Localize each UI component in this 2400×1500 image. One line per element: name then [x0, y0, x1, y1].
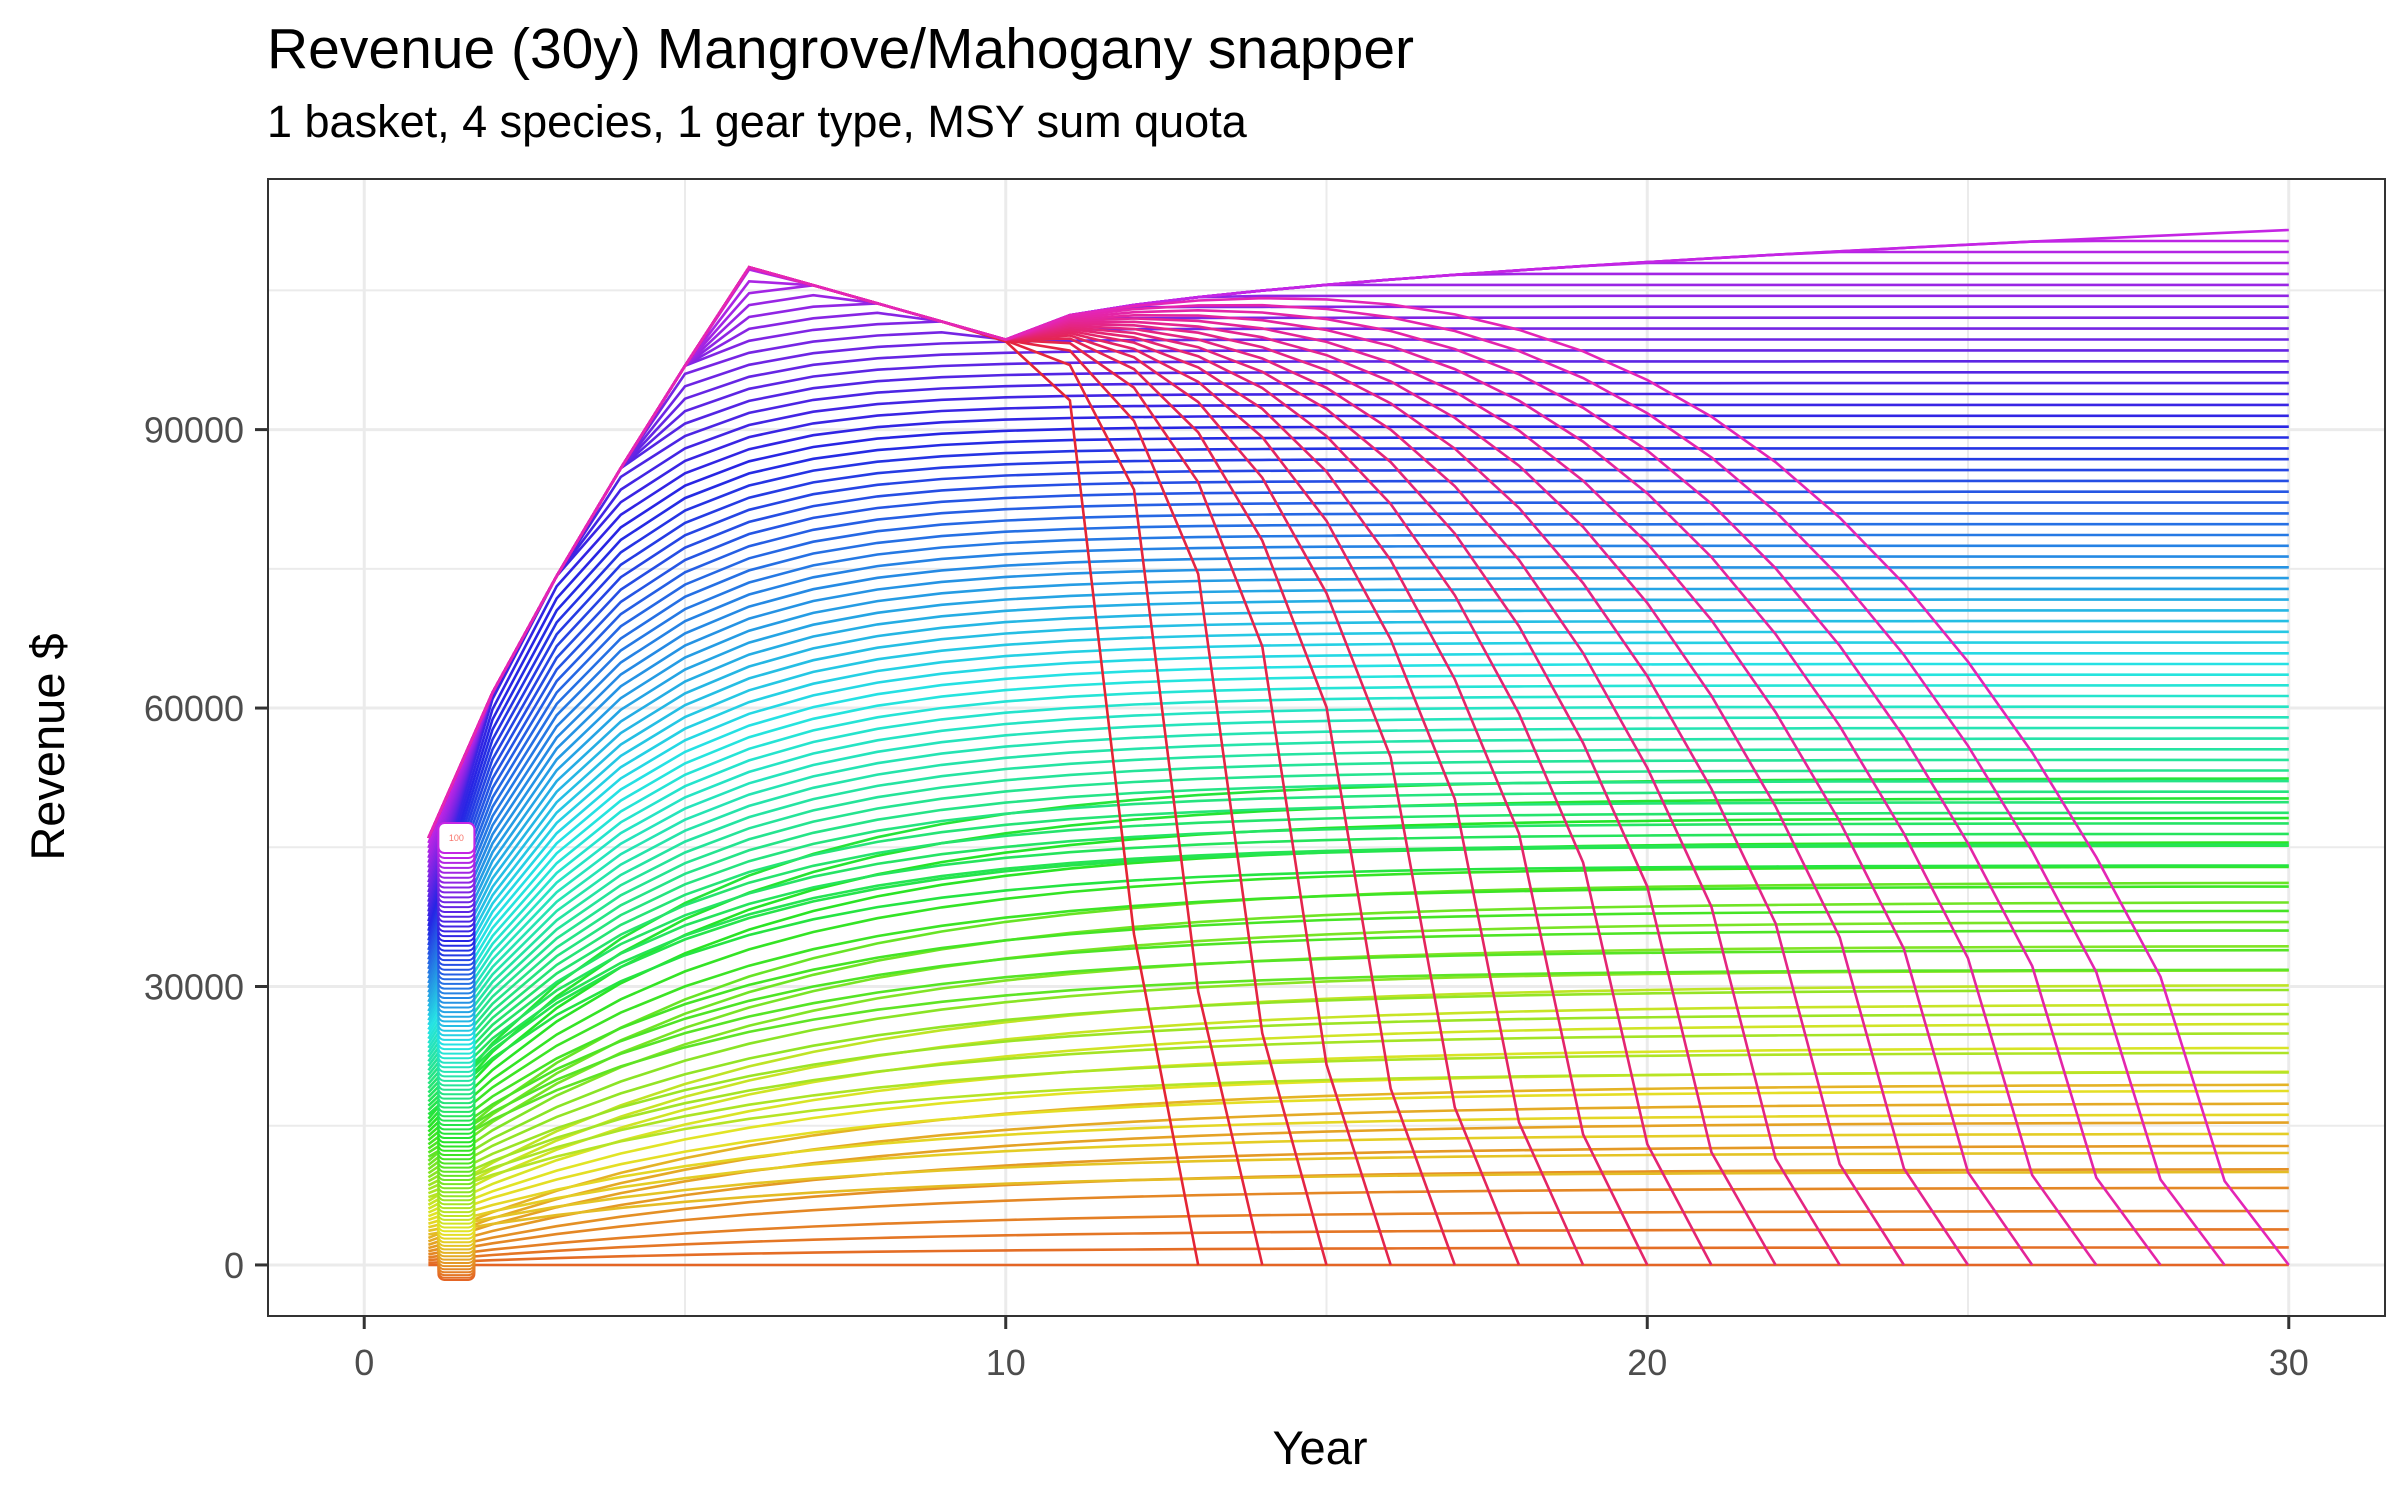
- series-label-text: 100: [449, 833, 464, 843]
- series-line: [427, 968, 2289, 1158]
- series-line: [427, 565, 2289, 989]
- collapsing-series-line: [427, 265, 2290, 1266]
- series-line: [427, 457, 2289, 941]
- series-line: [427, 1022, 2289, 1210]
- series-line: [427, 694, 2289, 1044]
- series-line: [427, 843, 2289, 1107]
- x-tick-label: 0: [354, 1342, 374, 1383]
- series-line: [427, 392, 2289, 912]
- series-line: [427, 555, 2289, 984]
- series-start-labels: 100: [437, 821, 476, 1281]
- series-line: [427, 349, 2289, 893]
- series-lines: [427, 228, 2290, 1267]
- series-line: [427, 816, 2289, 1129]
- panel-border: [267, 178, 2386, 1317]
- series-line: [427, 403, 2289, 917]
- series-line: [427, 929, 2289, 1150]
- series-line: [427, 920, 2289, 1171]
- series-line: [427, 1051, 2289, 1195]
- series-line: [427, 283, 2289, 864]
- y-tick-label: 60000: [144, 688, 244, 729]
- series-line: [427, 1012, 2289, 1187]
- series-line: [428, 1151, 2289, 1233]
- series-line: [427, 758, 2289, 1072]
- series-line: [427, 479, 2289, 951]
- series-line: [427, 1089, 2289, 1222]
- series-line: [427, 294, 2289, 869]
- series-line: [427, 1032, 2289, 1191]
- series-line: [427, 1102, 2289, 1243]
- series-line: [427, 609, 2289, 1007]
- series-line: [428, 1132, 2289, 1229]
- series-line: [427, 715, 2289, 1054]
- series-line: [427, 1083, 2289, 1240]
- series-line: [427, 948, 2289, 1154]
- series-line: [427, 381, 2289, 908]
- series-line: [427, 425, 2289, 927]
- series-line: [427, 598, 2289, 1003]
- series-line: [427, 1046, 2289, 1214]
- series-line: [427, 359, 2289, 898]
- series-line: [427, 414, 2289, 922]
- series-line: [428, 1170, 2289, 1236]
- series-line: [427, 619, 2289, 1012]
- series-line: [427, 641, 2289, 1021]
- series-line: [427, 747, 2289, 1067]
- chart-title: Revenue (30y) Mangrove/Mahogany snapper: [267, 17, 1415, 81]
- series-line: [427, 901, 2289, 1167]
- series-line: [427, 490, 2289, 956]
- series-line: [427, 779, 2289, 1081]
- x-axis-label: Year: [1272, 1421, 1368, 1474]
- series-line: [427, 790, 2289, 1085]
- series-line: [428, 1228, 2289, 1262]
- series-line: [427, 544, 2289, 979]
- axis-ticks: 0 10 20 30 0 30000 60000 90000: [144, 410, 2309, 1383]
- x-tick-label: 10: [986, 1342, 1026, 1383]
- series-line: [427, 1071, 2289, 1199]
- series-line: [427, 501, 2289, 960]
- series-line: [427, 662, 2289, 1031]
- series-line: [427, 651, 2289, 1026]
- y-tick-label: 0: [224, 1245, 244, 1286]
- series-line: [427, 587, 2289, 998]
- series-line: [427, 737, 2289, 1063]
- series-line: [427, 726, 2289, 1058]
- series-line: [427, 305, 2289, 873]
- series-line: [427, 705, 2289, 1049]
- series-line: [428, 1144, 2289, 1250]
- series-line: [427, 338, 2289, 888]
- series-line: [427, 316, 2289, 878]
- series-line: [427, 832, 2289, 1103]
- x-tick-label: 20: [1627, 1342, 1667, 1383]
- series-line: [427, 822, 2289, 1098]
- series-line: [427, 811, 2289, 1094]
- series-line: [427, 370, 2289, 903]
- y-tick-label: 90000: [144, 410, 244, 451]
- series-line: [427, 984, 2289, 1203]
- series-line: [427, 769, 2289, 1076]
- series-line: [428, 1246, 2289, 1265]
- series-line: [427, 1003, 2289, 1206]
- series-label-box: [437, 821, 476, 854]
- y-tick-label: 30000: [144, 967, 244, 1008]
- series-line: [427, 683, 2289, 1040]
- series-line: [427, 1070, 2289, 1218]
- series-line: [427, 800, 2289, 1089]
- series-line: [427, 447, 2289, 937]
- series-line: [427, 436, 2289, 932]
- series-line: [427, 865, 2289, 1137]
- series-line: [427, 909, 2289, 1146]
- series-line: [427, 327, 2289, 883]
- chart-subtitle: 1 basket, 4 species, 1 gear type, MSY su…: [267, 96, 1247, 147]
- series-line: [427, 522, 2289, 970]
- series-line: [427, 533, 2289, 975]
- series-line: [428, 1209, 2289, 1259]
- x-tick-label: 30: [2269, 1342, 2309, 1383]
- series-line: [427, 630, 2289, 1017]
- series-line: [428, 1113, 2289, 1225]
- series-line: [427, 777, 2289, 1120]
